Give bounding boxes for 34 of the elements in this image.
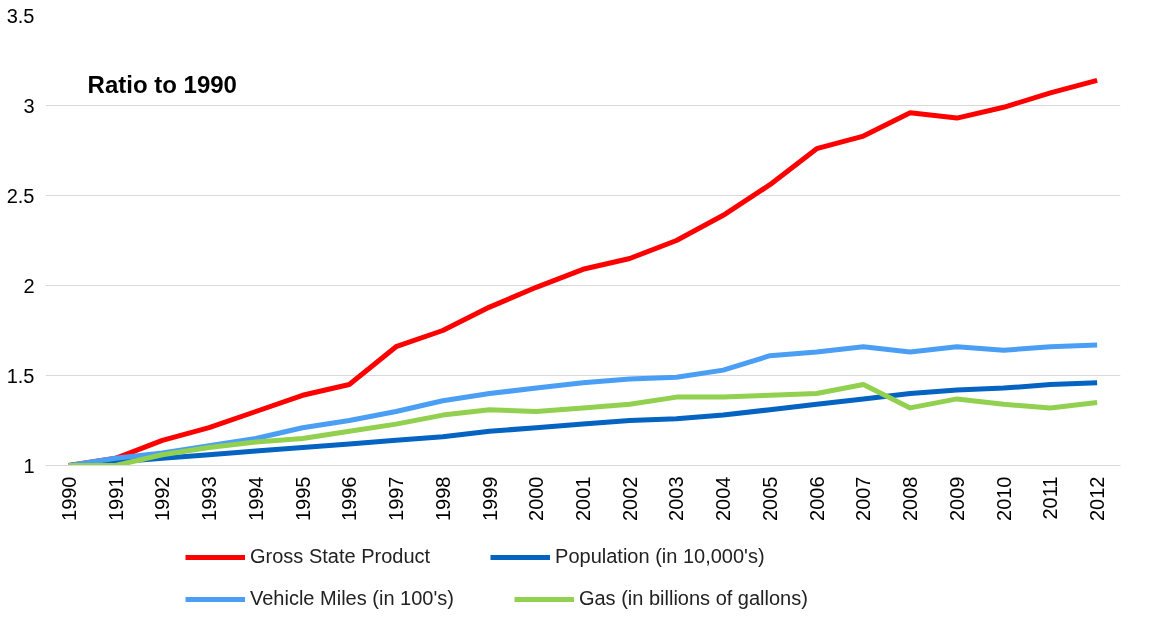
x-tick-label: 1991 — [104, 476, 127, 521]
x-tick-label: 1990 — [57, 476, 80, 521]
legend-label: Gross State Product — [250, 545, 431, 568]
x-tick-label: 1994 — [244, 476, 267, 521]
x-tick-label: 2005 — [758, 476, 781, 521]
x-tick-label: 2007 — [852, 476, 875, 521]
y-tick-label: 2 — [23, 274, 35, 297]
x-tick-label: 1997 — [385, 476, 408, 521]
y-tick-label: 1 — [23, 454, 35, 477]
x-tick-label: 2003 — [665, 476, 688, 521]
y-tick-label: 3.5 — [6, 4, 35, 27]
x-tick-label: 2010 — [992, 476, 1015, 521]
x-tick-label: 1999 — [478, 476, 501, 521]
x-tick-label: 2001 — [572, 476, 594, 521]
legend-label: Vehicle Miles (in 100's) — [250, 587, 454, 610]
text: Ratio to 1990 — [87, 71, 237, 99]
x-tick-label: 2004 — [712, 476, 735, 521]
x-tick-label: 1998 — [431, 476, 454, 521]
legend-label: Gas (in billions of gallons) — [578, 587, 808, 610]
x-tick-label: 2002 — [618, 476, 641, 521]
x-tick-label: 2000 — [525, 476, 548, 521]
legend-label: Population (in 10,000's) — [555, 545, 765, 568]
x-tick-label: 1992 — [151, 476, 174, 521]
y-tick-label: 1.5 — [6, 364, 35, 387]
x-tick-label: 1995 — [291, 476, 314, 521]
x-tick-label: 2006 — [805, 476, 828, 521]
x-tick-label: 1996 — [338, 476, 361, 521]
x-tick-label: 2012 — [1086, 476, 1109, 521]
x-tick-label: 2008 — [899, 476, 922, 521]
x-tick-label: 2009 — [945, 476, 968, 521]
y-tick-label: 2.5 — [6, 184, 35, 207]
y-tick-label: 3 — [23, 94, 35, 117]
x-tick-label: 1993 — [198, 476, 221, 521]
x-tick-label: 2011 — [1039, 476, 1062, 520]
